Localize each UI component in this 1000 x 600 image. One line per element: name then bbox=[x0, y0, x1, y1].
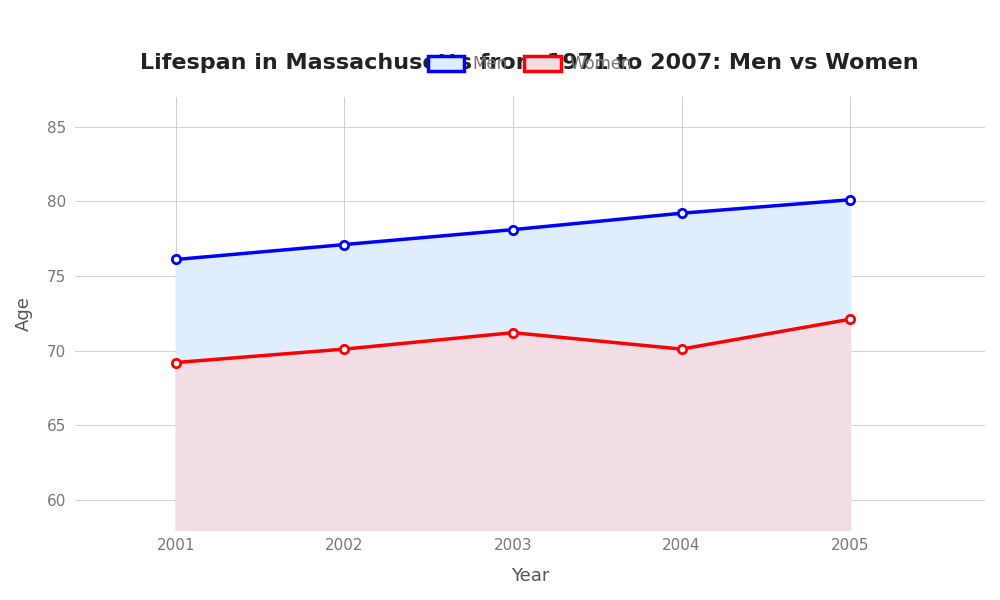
Title: Lifespan in Massachusetts from 1971 to 2007: Men vs Women: Lifespan in Massachusetts from 1971 to 2… bbox=[140, 53, 919, 73]
Y-axis label: Age: Age bbox=[15, 296, 33, 331]
Legend: Men, Women: Men, Women bbox=[421, 49, 639, 80]
X-axis label: Year: Year bbox=[511, 567, 549, 585]
